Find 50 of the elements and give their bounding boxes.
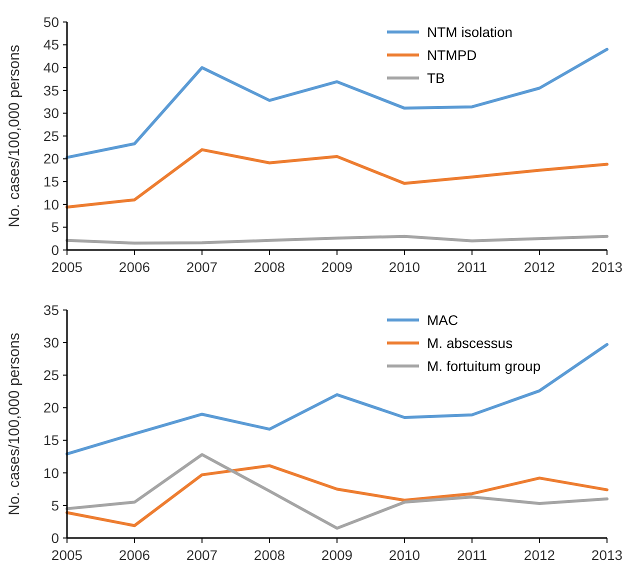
x-tick-label: 2013 (591, 547, 623, 563)
y-tick-label: 10 (43, 196, 60, 212)
x-tick-label: 2011 (456, 259, 488, 275)
legend-label: TB (427, 70, 445, 86)
x-tick-label: 2009 (321, 259, 353, 275)
y-tick-label: 25 (43, 128, 60, 144)
y-tick-label: 15 (43, 432, 60, 448)
y-tick-label: 15 (43, 174, 60, 190)
y-tick-label: 30 (43, 105, 60, 122)
x-tick-label: 2010 (388, 547, 420, 563)
legend-label: NTMPD (427, 46, 477, 63)
y-tick-label: 25 (43, 367, 60, 384)
y-tick-label: 5 (51, 219, 60, 236)
x-tick-label: 2012 (524, 259, 556, 275)
y-tick-label: 35 (43, 82, 60, 98)
y-axis-title: No. cases/100,000 persons (6, 332, 23, 516)
line-series (66, 234, 608, 245)
y-axis-title: No. cases/100,000 persons (6, 44, 23, 228)
y-tick-label: 20 (43, 400, 60, 416)
x-tick-label: 2005 (51, 547, 83, 563)
y-tick-label: 30 (43, 334, 60, 350)
x-tick-label: 2006 (118, 547, 150, 563)
legend-label: NTM isolation (427, 24, 513, 40)
legend-label: M. fortuitum group (427, 358, 541, 374)
x-tick-label: 2007 (186, 547, 218, 563)
y-tick-label: 45 (43, 36, 60, 53)
x-tick-label: 2005 (51, 259, 83, 275)
x-tick-label: 2008 (254, 259, 286, 275)
y-tick-label: 50 (43, 14, 60, 30)
x-tick-label: 2006 (118, 259, 150, 275)
x-tick-label: 2009 (321, 547, 353, 563)
y-tick-label: 40 (43, 60, 60, 76)
x-tick-label: 2013 (591, 259, 623, 275)
line-series (66, 48, 608, 159)
line-series (66, 148, 608, 209)
legend-label: M. abscessus (427, 334, 513, 351)
y-tick-label: 35 (43, 302, 60, 318)
x-tick-label: 2008 (254, 547, 286, 563)
y-tick-label: 5 (51, 497, 60, 514)
x-tick-label: 2012 (524, 547, 556, 563)
y-tick-label: 0 (51, 530, 60, 546)
line-series (66, 453, 608, 530)
y-tick-label: 0 (51, 242, 60, 258)
legend-label: MAC (427, 312, 458, 328)
y-tick-label: 10 (43, 464, 60, 481)
x-tick-label: 2011 (456, 547, 488, 563)
y-tick-label: 20 (43, 150, 60, 167)
x-tick-label: 2010 (388, 259, 420, 275)
line-series (66, 464, 608, 528)
x-tick-label: 2007 (186, 259, 218, 275)
